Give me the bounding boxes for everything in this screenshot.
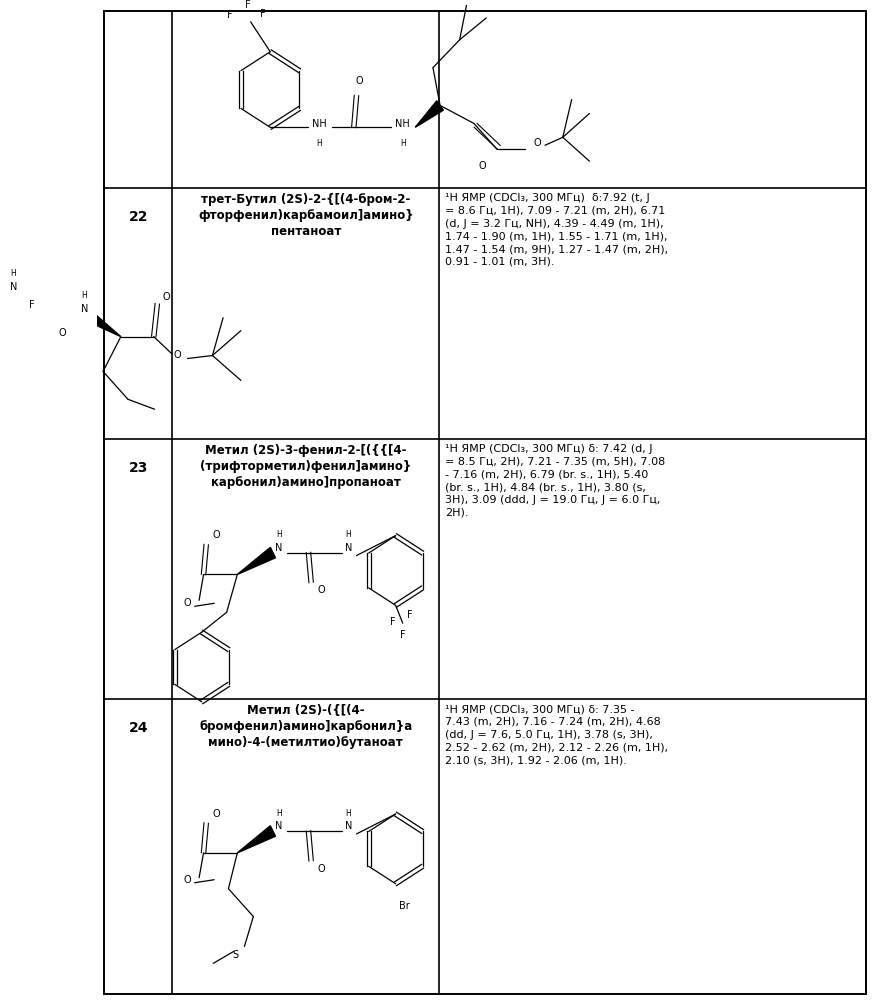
Text: N: N [345,821,352,831]
Text: H: H [10,269,16,278]
Text: S: S [232,950,238,960]
Text: ¹Н ЯМР (CDCl₃, 300 МГц)  δ:7.92 (t, J
= 8.6 Гц, 1H), 7.09 - 7.21 (m, 2H), 6.71
(: ¹Н ЯМР (CDCl₃, 300 МГц) δ:7.92 (t, J = 8… [445,193,669,267]
Polygon shape [85,310,120,337]
Text: F: F [30,300,35,310]
Text: Метил (2S)-({[(4-
бромфенил)амино]карбонил}а
мино)-4-(метилтио)бутаноат: Метил (2S)-({[(4- бромфенил)амино]карбон… [199,704,412,749]
Text: NH: NH [312,119,327,129]
Text: 22: 22 [128,210,148,224]
Text: 23: 23 [128,461,148,475]
Text: F: F [226,10,232,20]
Text: O: O [355,76,363,86]
Text: F: F [245,0,251,10]
Text: O: O [317,585,325,595]
Text: H: H [276,809,282,818]
Text: ¹Н ЯМР (CDCl₃, 300 МГц) δ: 7.35 -
7.43 (m, 2H), 7.16 - 7.24 (m, 2H), 4.68
(dd, J: ¹Н ЯМР (CDCl₃, 300 МГц) δ: 7.35 - 7.43 (… [445,704,669,765]
Polygon shape [237,826,276,853]
Text: трет-Бутил (2S)-2-{[(4-бром-2-
фторфенил)карбамоил]амино}
пентаноат: трет-Бутил (2S)-2-{[(4-бром-2- фторфенил… [198,193,414,238]
Text: 24: 24 [128,721,148,735]
Text: H: H [276,530,282,539]
Text: O: O [162,292,170,302]
Text: H: H [346,809,351,818]
Text: F: F [407,610,413,620]
Text: N: N [80,304,88,314]
Polygon shape [237,547,276,574]
Text: O: O [58,328,66,338]
Text: NH: NH [395,119,410,129]
Text: F: F [260,9,266,19]
Text: F: F [390,617,395,627]
Text: N: N [10,282,17,292]
Text: Метил (2S)-3-фенил-2-[({{[4-
(трифторметил)фенил]амино}
карбонил)амино]пропаноат: Метил (2S)-3-фенил-2-[({{[4- (трифтормет… [200,444,411,489]
Text: O: O [479,161,486,171]
Text: N: N [276,821,283,831]
Text: ¹Н ЯМР (CDCl₃, 300 МГц) δ: 7.42 (d, J
= 8.5 Гц, 2H), 7.21 - 7.35 (m, 5H), 7.08
-: ¹Н ЯМР (CDCl₃, 300 МГц) δ: 7.42 (d, J = … [445,444,665,518]
Text: N: N [345,543,352,553]
Text: O: O [183,875,191,885]
Text: N: N [276,543,283,553]
Text: O: O [317,864,325,874]
Text: H: H [316,139,322,148]
Text: F: F [400,630,406,640]
Text: O: O [173,350,181,360]
Text: O: O [212,809,220,819]
Text: H: H [400,139,406,148]
Text: H: H [81,291,87,300]
Text: O: O [183,598,191,608]
Text: H: H [346,530,351,539]
Text: O: O [212,530,220,540]
Polygon shape [416,101,443,127]
Text: Br: Br [399,901,410,911]
Text: O: O [533,138,540,148]
